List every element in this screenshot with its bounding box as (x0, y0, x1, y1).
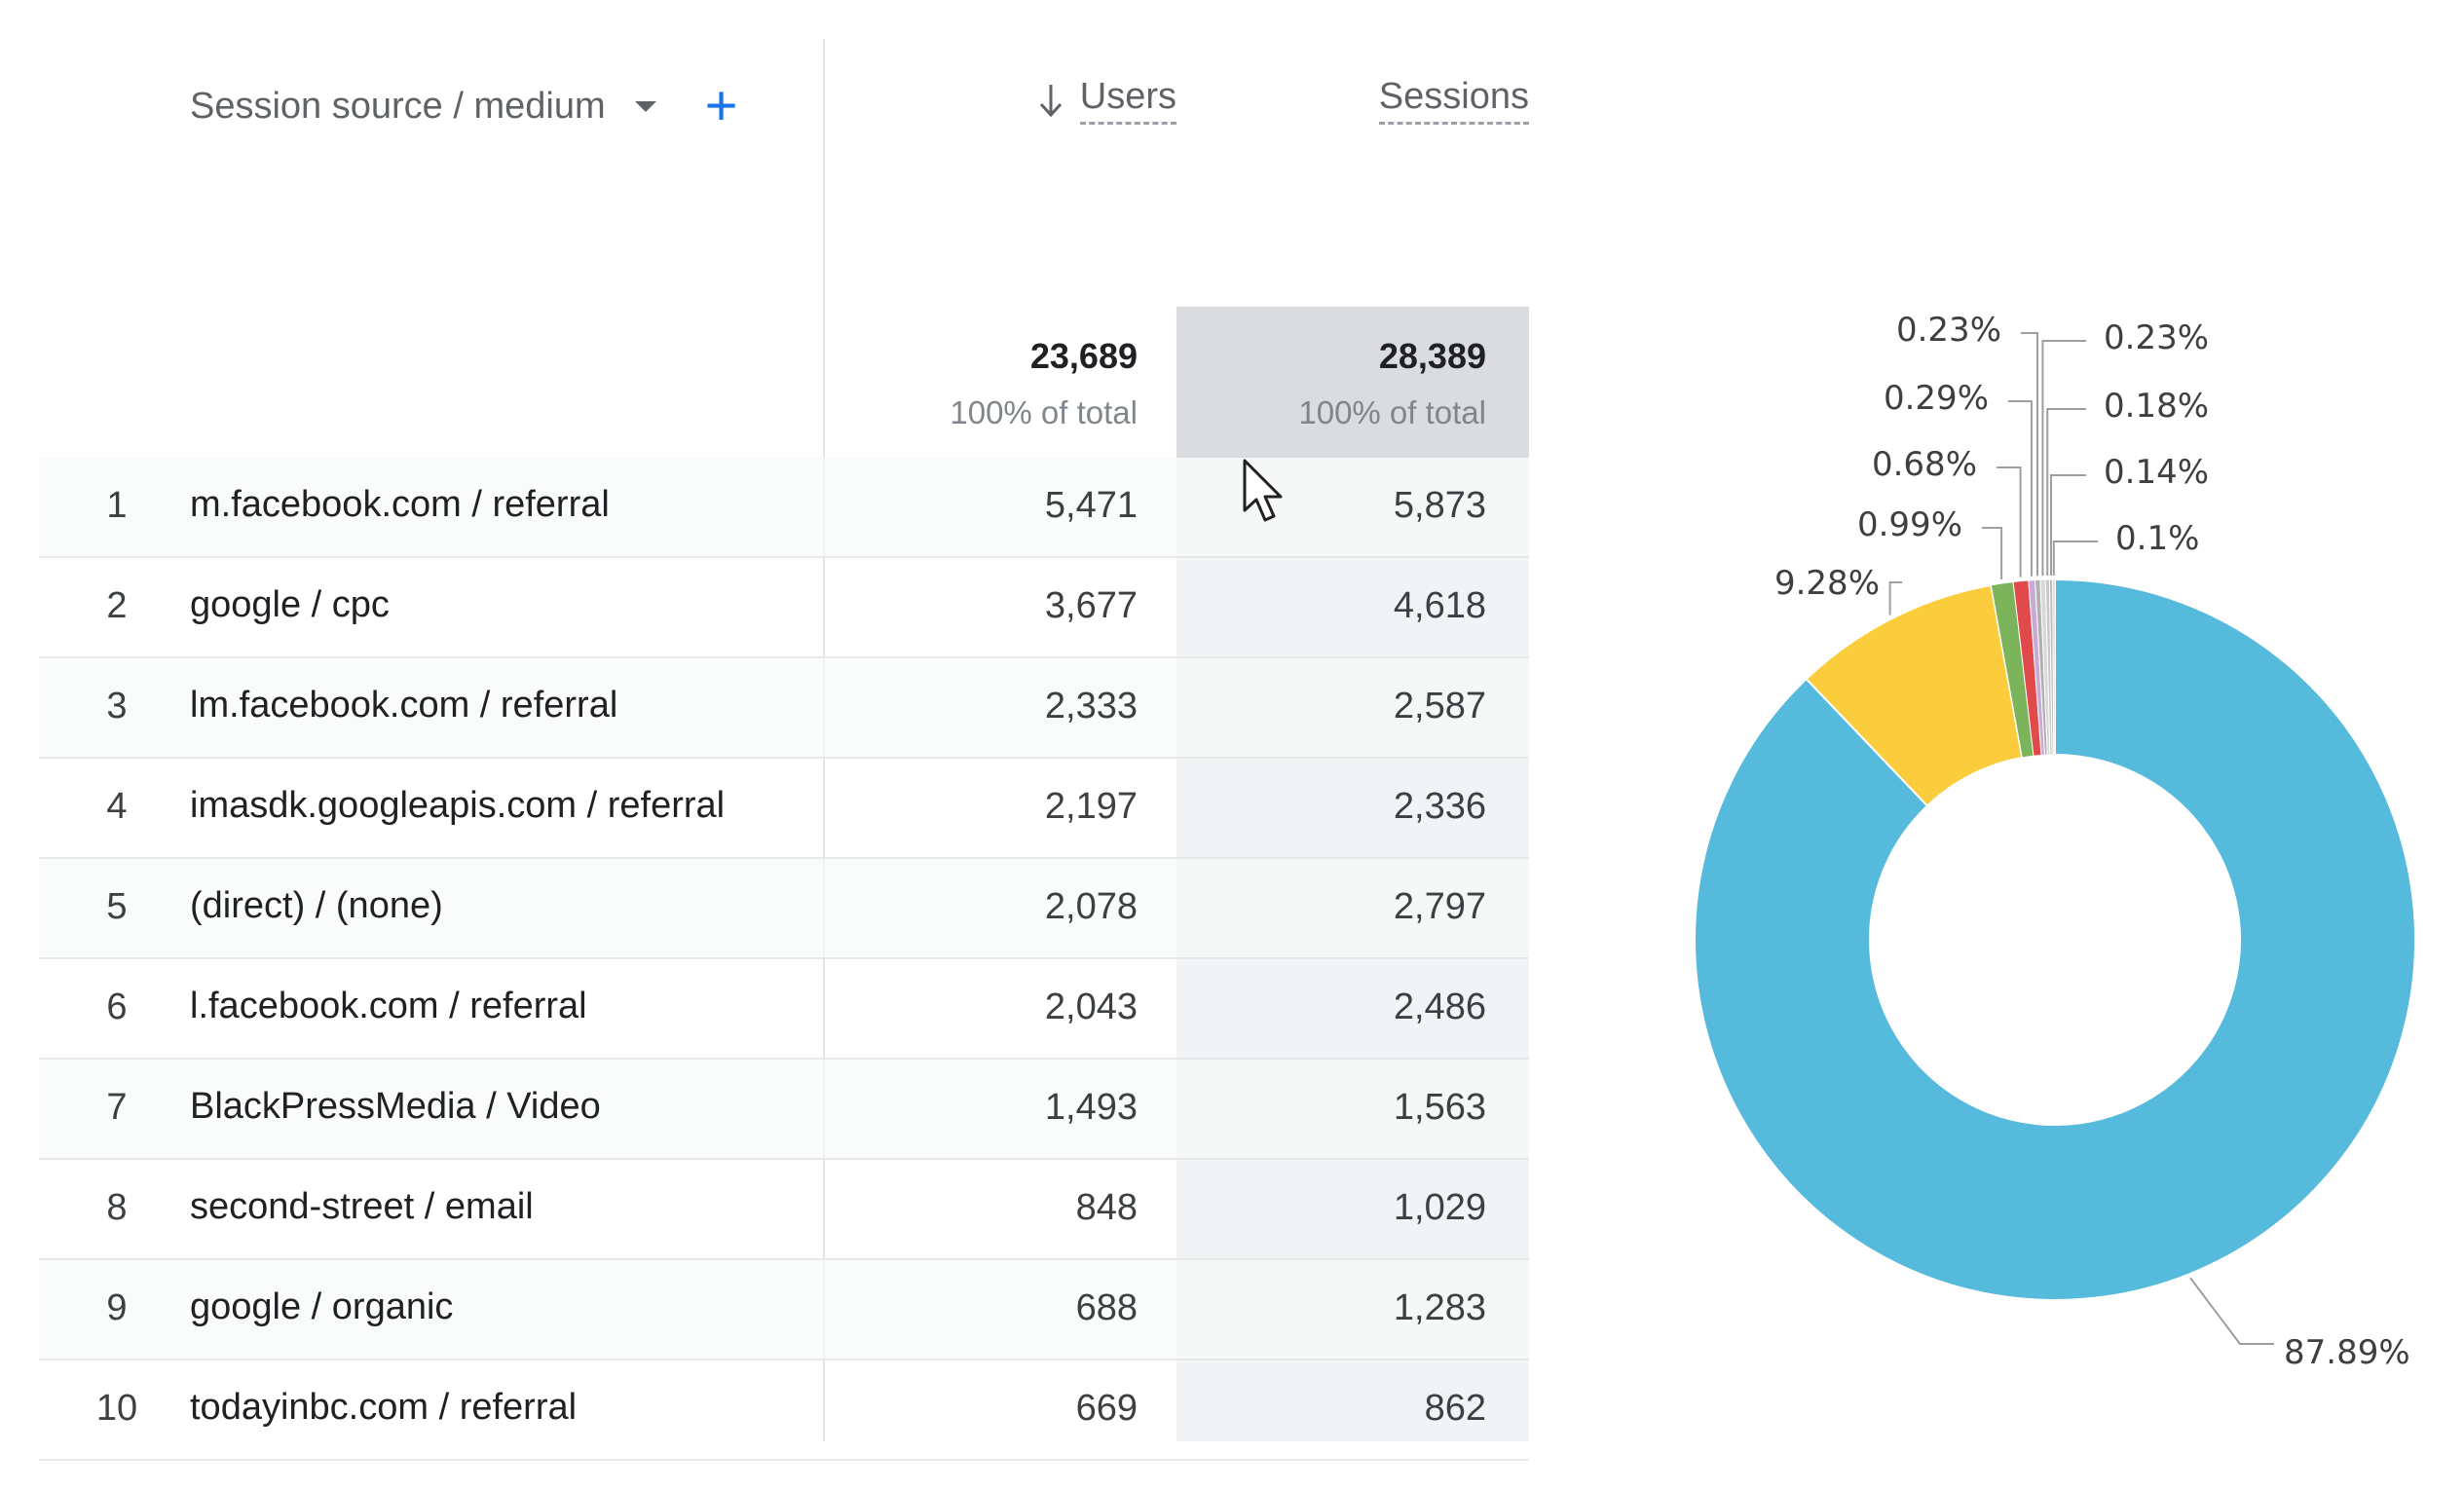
slice-label: 0.23% (1896, 311, 2001, 350)
row-users: 688 (1075, 1287, 1138, 1328)
slice-leader-line (2050, 474, 2086, 577)
row-users: 2,333 (1044, 686, 1138, 726)
row-source: google / cpc (190, 584, 390, 625)
row-source: m.facebook.com / referral (190, 484, 610, 525)
row-source: l.facebook.com / referral (190, 986, 587, 1026)
row-index: 8 (106, 1187, 128, 1228)
row-index: 3 (106, 686, 128, 726)
slice-label: 0.68% (1872, 445, 1977, 484)
slice-leader-line (2041, 340, 2086, 577)
slice-leader-line (2046, 408, 2086, 577)
row-sessions: 862 (1424, 1388, 1486, 1429)
row-users: 1,493 (1044, 1087, 1138, 1128)
row-users: 669 (1075, 1388, 1138, 1429)
report-table: Session source / medium + Users Sessions… (39, 39, 1529, 1461)
row-users: 848 (1075, 1187, 1138, 1228)
row-index: 9 (106, 1287, 128, 1328)
slice-label: 0.18% (2104, 387, 2209, 426)
table-body: 1 m.facebook.com / referral 5,471 5,873 … (39, 458, 1529, 1461)
row-source: second-street / email (190, 1186, 534, 1227)
row-index: 2 (106, 585, 128, 626)
row-source: google / organic (190, 1286, 454, 1327)
table-row[interactable]: 1 m.facebook.com / referral 5,471 5,873 (39, 458, 1529, 558)
table-row[interactable]: 8 second-street / email 848 1,029 (39, 1160, 1529, 1260)
dimension-selector[interactable]: Session source / medium + (190, 78, 738, 134)
row-sessions: 2,486 (1393, 987, 1486, 1027)
row-sessions: 2,797 (1393, 886, 1486, 927)
row-index: 1 (106, 485, 128, 526)
sessions-header-label: Sessions (1378, 76, 1529, 125)
row-index: 7 (106, 1087, 128, 1128)
row-sessions: 4,618 (1393, 585, 1486, 626)
users-header-label: Users (1079, 76, 1176, 125)
sessions-total-percent: 100% of total (1298, 394, 1486, 430)
slice-leader-line (2189, 1277, 2274, 1345)
table-row[interactable]: 9 google / organic 688 1,283 (39, 1260, 1529, 1360)
row-source: todayinbc.com / referral (190, 1387, 578, 1428)
table-row[interactable]: 10 todayinbc.com / referral 669 862 (39, 1360, 1529, 1461)
row-index: 5 (106, 886, 128, 927)
table-row[interactable]: 5 (direct) / (none) 2,078 2,797 (39, 859, 1529, 959)
slice-label: 0.14% (2104, 453, 2209, 492)
sessions-total-value: 28,389 (1378, 336, 1486, 376)
slice-label: 9.28% (1774, 564, 1880, 603)
row-sessions: 1,283 (1393, 1287, 1486, 1328)
row-users: 2,043 (1044, 987, 1138, 1027)
table-row[interactable]: 2 google / cpc 3,677 4,618 (39, 558, 1529, 658)
slice-leader-line (2021, 332, 2039, 577)
row-sessions: 1,563 (1393, 1087, 1486, 1128)
row-sessions: 2,336 (1393, 786, 1486, 827)
row-index: 10 (95, 1388, 138, 1429)
row-users: 2,078 (1044, 886, 1138, 927)
users-column-header[interactable]: Users (1037, 76, 1176, 125)
row-source: lm.facebook.com / referral (190, 685, 618, 726)
slice-leader-line (1997, 466, 2022, 577)
mouse-cursor-icon (1243, 459, 1283, 522)
table-row[interactable]: 3 lm.facebook.com / referral 2,333 2,587 (39, 658, 1529, 759)
table-header: Session source / medium + Users Sessions (39, 39, 1529, 458)
slice-label: 87.89% (2284, 1333, 2410, 1372)
slice-label: 0.23% (2104, 318, 2209, 357)
donut-slice[interactable] (2052, 578, 2056, 756)
row-users: 5,471 (1044, 485, 1138, 526)
users-total-percent: 100% of total (950, 394, 1138, 430)
row-users: 3,677 (1044, 585, 1138, 626)
row-index: 6 (106, 987, 128, 1027)
row-source: BlackPressMedia / Video (190, 1086, 601, 1127)
row-source: (direct) / (none) (190, 885, 443, 926)
source-donut-chart: 87.89% 9.28% 0.99% 0.68% 0.29% 0.23% 0.23% 0.18… (1694, 311, 2416, 1372)
caret-down-icon[interactable] (634, 100, 656, 112)
slice-label: 0.29% (1884, 379, 1989, 418)
slice-label: 0.1% (2115, 519, 2199, 558)
table-row[interactable]: 6 l.facebook.com / referral 2,043 2,486 (39, 959, 1529, 1060)
row-source: imasdk.googleapis.com / referral (190, 785, 726, 826)
row-sessions: 2,587 (1393, 686, 1486, 726)
table-row[interactable]: 4 imasdk.googleapis.com / referral 2,197… (39, 759, 1529, 859)
users-total: 23,689 100% of total (950, 336, 1138, 431)
slice-leader-line (2052, 540, 2098, 577)
add-dimension-button[interactable]: + (704, 74, 738, 137)
users-total-value: 23,689 (1029, 336, 1138, 376)
slice-leader-line (2008, 400, 2033, 577)
arrow-down-icon (1039, 85, 1062, 118)
sessions-column-header[interactable]: Sessions (1378, 76, 1529, 125)
table-row[interactable]: 7 BlackPressMedia / Video 1,493 1,563 (39, 1060, 1529, 1160)
slice-leader-line (1888, 581, 1902, 615)
row-sessions: 5,873 (1393, 485, 1486, 526)
sessions-total: 28,389 100% of total (1298, 336, 1486, 431)
slice-label: 0.99% (1857, 505, 1962, 544)
slice-leader-line (1982, 527, 2003, 580)
donut-slice[interactable] (1694, 577, 2416, 1301)
row-users: 2,197 (1044, 786, 1138, 827)
row-index: 4 (106, 786, 128, 827)
dimension-label: Session source / medium (190, 85, 606, 127)
row-sessions: 1,029 (1393, 1187, 1486, 1228)
